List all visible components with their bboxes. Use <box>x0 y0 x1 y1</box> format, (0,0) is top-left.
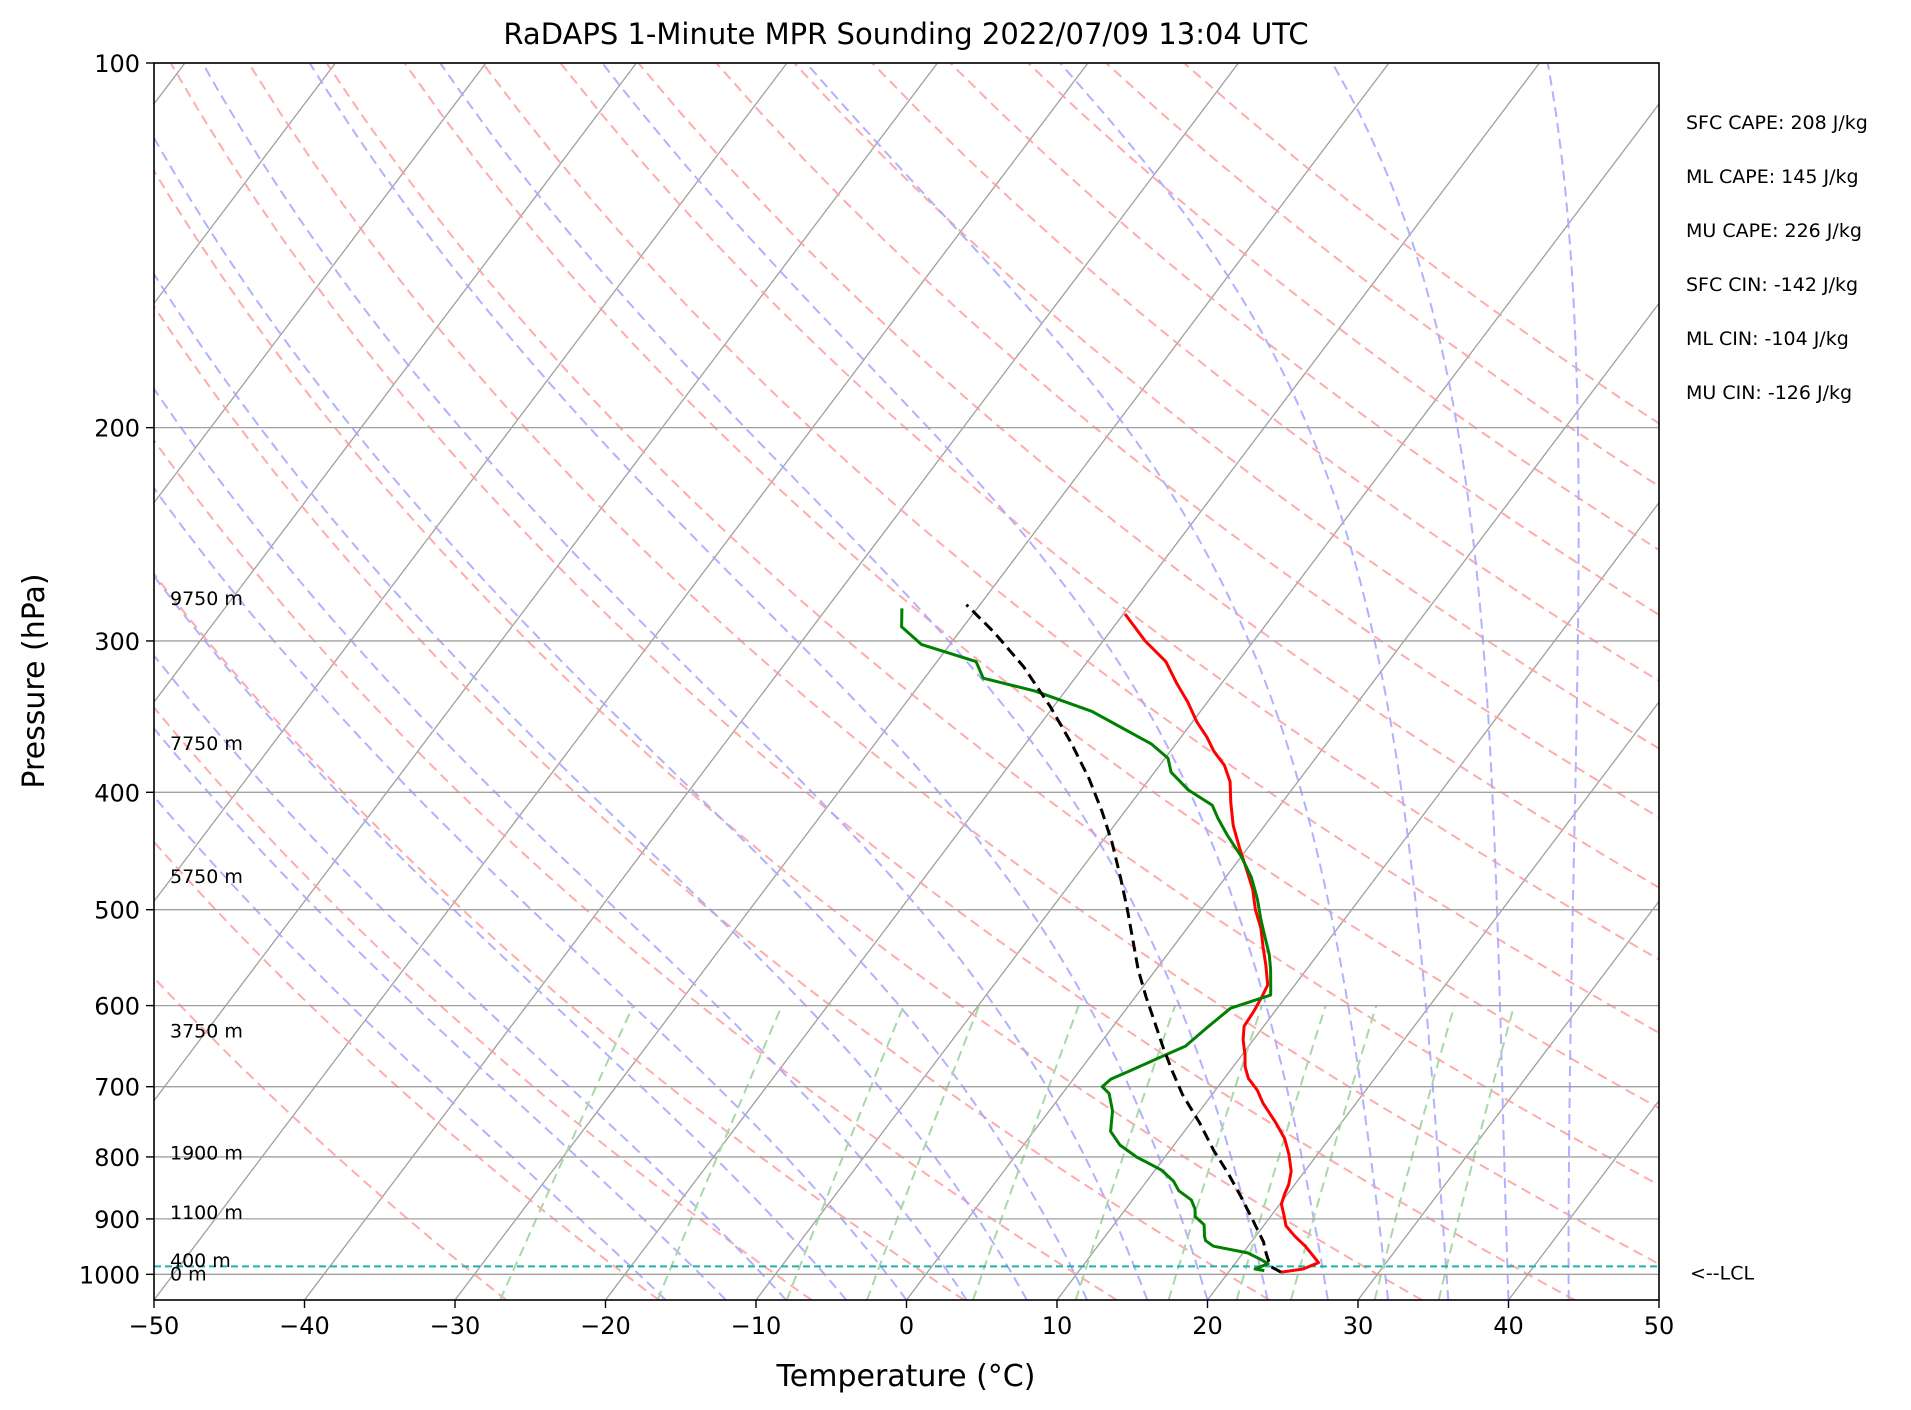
x-tick-label: 30 <box>1343 1312 1374 1340</box>
x-tick-label: −20 <box>580 1312 631 1340</box>
lcl-label: <--LCL <box>1690 1262 1754 1284</box>
x-tick-label: 40 <box>1493 1312 1524 1340</box>
y-tick-label: 800 <box>94 1144 140 1172</box>
y-axis-label: Pressure (hPa) <box>17 573 52 788</box>
height-label: 7750 m <box>170 733 243 755</box>
y-tick-label: 100 <box>94 50 140 78</box>
stat-label: ML CIN: -104 J/kg <box>1686 328 1849 350</box>
x-tick-label: 10 <box>1042 1312 1073 1340</box>
height-label: 400 m <box>170 1250 231 1272</box>
x-tick-label: −50 <box>129 1312 180 1340</box>
y-tick-label: 500 <box>94 897 140 925</box>
height-label: 3750 m <box>170 1020 243 1042</box>
y-tick-label: 900 <box>94 1206 140 1234</box>
chart-title: RaDAPS 1-Minute MPR Sounding 2022/07/09 … <box>503 17 1308 51</box>
y-tick-label: 200 <box>94 415 140 443</box>
y-tick-label: 1000 <box>79 1261 140 1289</box>
x-tick-label: 50 <box>1644 1312 1675 1340</box>
x-tick-label: −10 <box>731 1312 782 1340</box>
y-tick-label: 700 <box>94 1074 140 1102</box>
stat-label: MU CAPE: 226 J/kg <box>1686 220 1862 242</box>
x-tick-label: −40 <box>279 1312 330 1340</box>
x-axis-label: Temperature (°C) <box>776 1359 1036 1394</box>
stat-label: ML CAPE: 145 J/kg <box>1686 166 1859 188</box>
stat-label: MU CIN: -126 J/kg <box>1686 382 1852 404</box>
height-label: 5750 m <box>170 866 243 888</box>
y-tick-label: 400 <box>94 779 140 807</box>
x-tick-label: 20 <box>1192 1312 1223 1340</box>
y-tick-label: 600 <box>94 993 140 1021</box>
height-label: 1900 m <box>170 1143 243 1165</box>
stat-label: SFC CAPE: 208 J/kg <box>1686 112 1868 134</box>
height-label: 1100 m <box>170 1202 243 1224</box>
x-tick-label: 0 <box>899 1312 914 1340</box>
stat-label: SFC CIN: -142 J/kg <box>1686 274 1858 296</box>
x-tick-label: −30 <box>430 1312 481 1340</box>
height-label: 9750 m <box>170 588 243 610</box>
y-tick-label: 300 <box>94 628 140 656</box>
